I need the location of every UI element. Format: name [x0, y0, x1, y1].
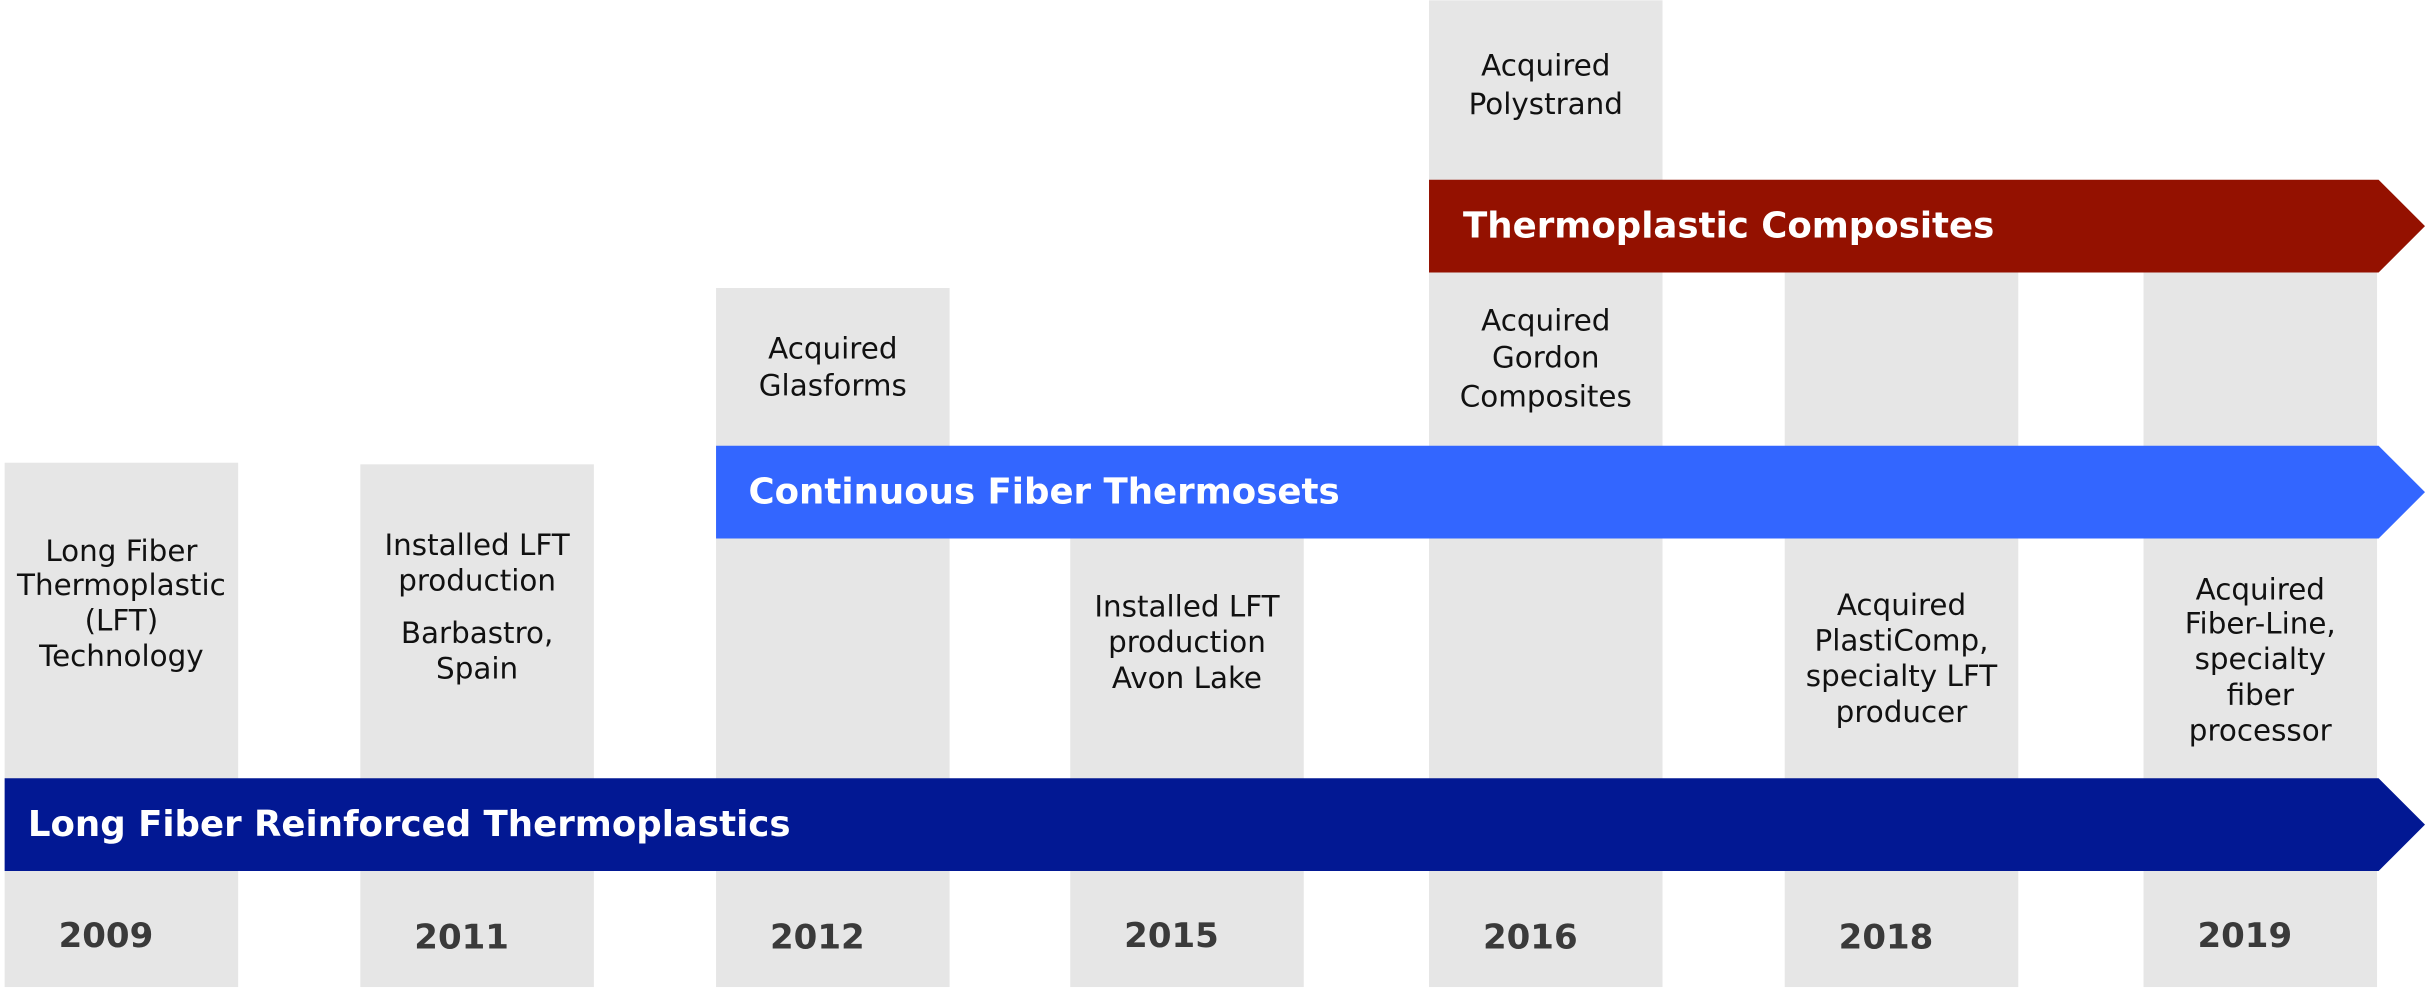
event-text: Gordon	[1492, 341, 1600, 375]
event-text: Long Fiber	[45, 534, 198, 568]
event-text: Installed LFT	[385, 528, 571, 562]
event-text: producer	[1836, 695, 1969, 729]
band-label: Long Fiber Reinforced Thermoplastics	[28, 804, 791, 845]
band-arrow	[4, 778, 2425, 872]
event-text: Barbastro,	[401, 616, 553, 650]
band-label: Thermoplastic Composites	[1463, 206, 1994, 247]
band-arrow	[716, 445, 2425, 539]
event-text: Fiber-Line,	[2185, 607, 2336, 641]
event-text: Acquired	[2196, 573, 2325, 607]
year-label: 2015	[1124, 916, 1219, 956]
event-text: Thermoplastic	[16, 568, 226, 602]
event-text: PlastiComp,	[1815, 624, 1989, 658]
event-text: Technology	[38, 639, 204, 673]
event-text: Composites	[1460, 379, 1632, 413]
event-text: Acquired	[1837, 588, 1966, 622]
event-text: Avon Lake	[1112, 661, 1262, 695]
year-label: 2019	[2197, 916, 2292, 956]
event-text: Acquired	[768, 331, 897, 365]
event-text: Acquired	[1481, 304, 1610, 338]
event-text: Spain	[436, 651, 518, 685]
event-text: (LFT)	[85, 604, 159, 638]
year-label: 2016	[1483, 918, 1578, 958]
year-column	[1070, 538, 1304, 988]
event-text: Acquired	[1481, 48, 1610, 82]
band-arrow	[1429, 179, 2425, 273]
event-text: Glasforms	[759, 368, 907, 402]
year-column	[4, 462, 239, 988]
year-label: 2018	[1839, 918, 1934, 958]
event-text: processor	[2189, 713, 2333, 747]
event-text: Polystrand	[1469, 87, 1623, 121]
event-text: specialty LFT	[1806, 659, 1998, 693]
year-label: 2009	[59, 916, 154, 956]
band-label: Continuous Fiber Thermosets	[749, 472, 1340, 513]
event-text: specialty	[2195, 642, 2326, 676]
event-text: production	[398, 563, 556, 597]
event-text: production	[1108, 625, 1266, 659]
event-text: Installed LFT	[1094, 590, 1280, 624]
year-label: 2012	[770, 918, 865, 958]
year-column	[360, 464, 594, 988]
year-label: 2011	[414, 918, 509, 958]
event-text: fiber	[2227, 678, 2295, 712]
